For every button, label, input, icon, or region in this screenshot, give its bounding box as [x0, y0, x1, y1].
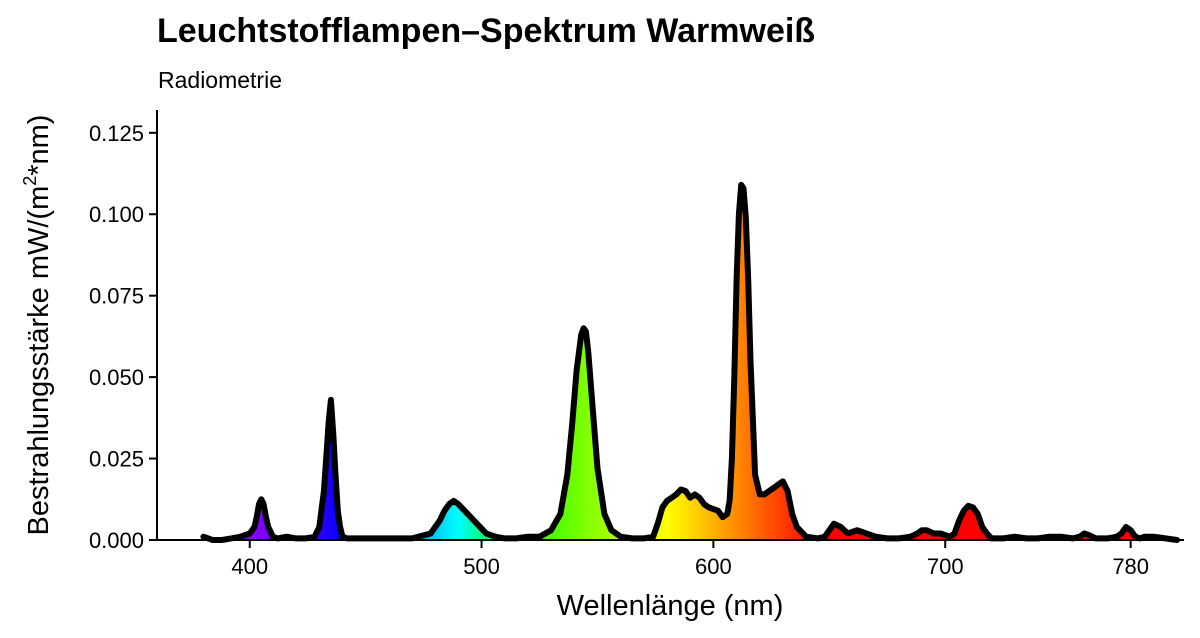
spectrum-area-fill	[203, 184, 1177, 540]
y-axis-title-main: Bestrahlungsstärke mW/(m	[23, 186, 55, 536]
chart-title: Leuchtstofflampen–Spektrum Warmweiß	[157, 12, 815, 50]
x-tick-label: 780	[1112, 554, 1149, 579]
y-tick-label: 0.050	[89, 365, 144, 390]
y-tick-label: 0.000	[89, 528, 144, 553]
y-tick-label: 0.025	[89, 447, 144, 472]
x-tick-label: 400	[231, 554, 268, 579]
chart-subtitle: Radiometrie	[158, 67, 282, 93]
x-tick-label: 700	[927, 554, 964, 579]
y-tick-label: 0.075	[89, 284, 144, 309]
axes: 0.000 0.025 0.050 0.075 0.100 0.125 400 500 600…	[89, 110, 1184, 579]
y-axis-title-superscript: 2	[20, 176, 40, 186]
plot-area	[200, 181, 1180, 543]
y-tick-label: 0.125	[89, 121, 144, 146]
x-tick-label: 500	[463, 554, 500, 579]
y-axis-title-unit-end: *nm)	[23, 115, 55, 176]
x-tick-label: 600	[695, 554, 732, 579]
y-tick-label: 0.100	[89, 202, 144, 227]
x-ticks: 400 500 600 700 780	[231, 540, 1149, 579]
spectrum-line	[200, 181, 1180, 543]
y-ticks: 0.000 0.025 0.050 0.075 0.100 0.125	[89, 121, 157, 553]
y-axis-title: Bestrahlungsstärke mW/(m2*nm)	[20, 115, 55, 536]
x-axis-title: Wellenlänge (nm)	[557, 590, 784, 622]
